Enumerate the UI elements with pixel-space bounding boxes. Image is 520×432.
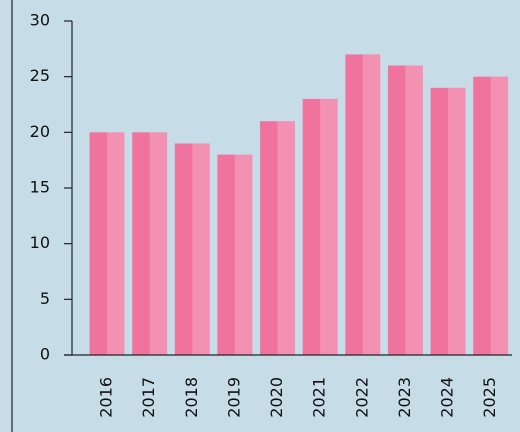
y-tick-label: 10	[30, 233, 50, 252]
x-tick-label: 2018	[182, 377, 201, 418]
bar	[89, 132, 125, 355]
bar	[387, 65, 423, 356]
bar	[345, 54, 381, 356]
bar-highlight	[234, 154, 253, 355]
x-tick-label: 2023	[395, 377, 414, 418]
bar	[302, 98, 338, 355]
x-tick-label: 2021	[310, 377, 329, 418]
x-tick-label: 2022	[352, 377, 371, 418]
x-tick-label: 2019	[224, 377, 243, 418]
bar	[260, 121, 296, 355]
x-tick-label: 2025	[480, 377, 499, 418]
bar	[174, 143, 210, 355]
y-tick-label: 5	[40, 289, 50, 308]
x-tick-label: 2020	[267, 377, 286, 418]
bar-highlight	[448, 87, 466, 356]
bar	[430, 87, 466, 356]
y-tick-label: 30	[30, 11, 50, 30]
y-tick-label: 0	[40, 345, 50, 364]
bar-highlight	[107, 132, 125, 355]
bar-highlight	[192, 143, 210, 355]
bar	[132, 132, 168, 355]
bar-highlight	[277, 121, 296, 355]
bar-highlight	[149, 132, 168, 355]
bar-highlight	[405, 65, 423, 356]
bar	[473, 76, 509, 356]
x-tick-label: 2024	[438, 377, 457, 418]
x-tick-label: 2017	[139, 377, 158, 418]
bar-highlight	[490, 76, 509, 356]
y-tick-label: 25	[30, 66, 50, 85]
bar-highlight	[320, 98, 338, 355]
bar-highlight	[362, 54, 381, 356]
x-tick-label: 2016	[97, 377, 116, 418]
y-tick-label: 15	[30, 178, 50, 197]
y-tick-label: 20	[30, 122, 50, 141]
bar	[217, 154, 253, 355]
